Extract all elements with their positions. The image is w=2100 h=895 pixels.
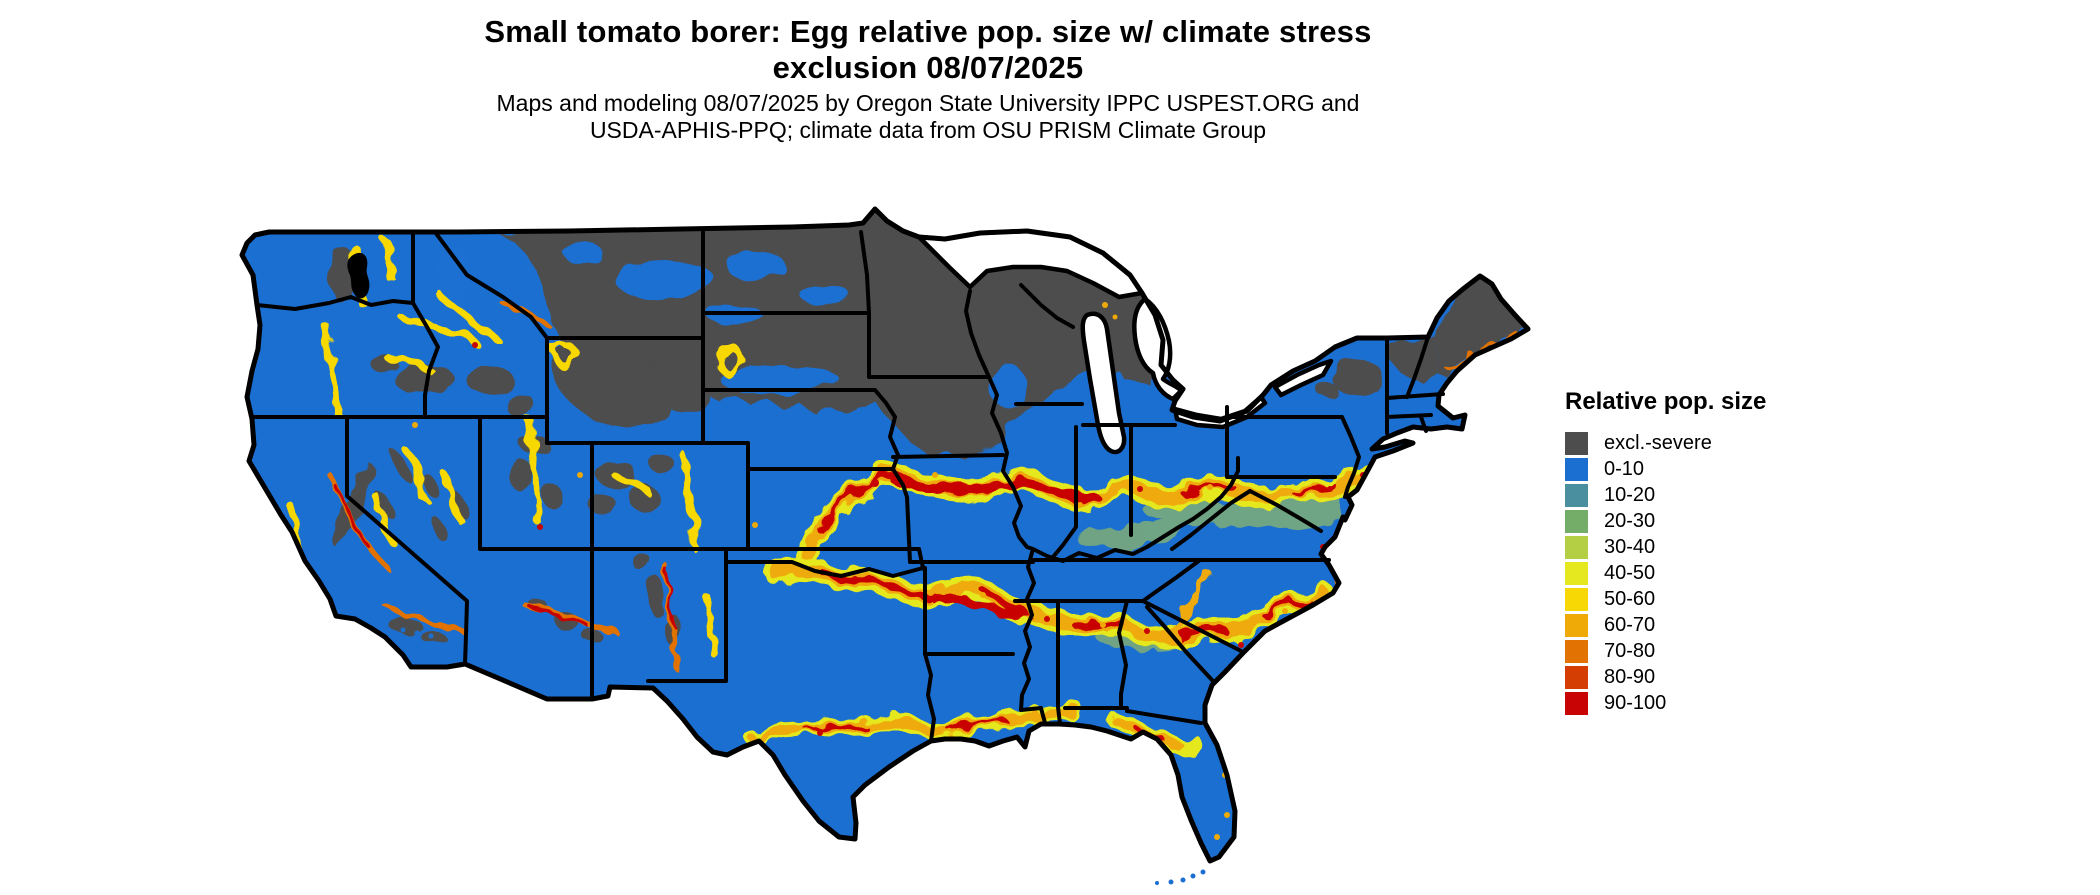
title-line-2: exclusion 08/07/2025 [772,50,1084,85]
legend-row: 40-50 [1565,560,1766,586]
legend-row: 80-90 [1565,664,1766,690]
legend-swatch [1565,613,1588,637]
legend-swatch [1565,431,1588,455]
legend-swatch [1565,587,1588,611]
lake-ontario [1272,358,1334,398]
legend-row: 60-70 [1565,612,1766,638]
legend-label: 0-10 [1604,457,1645,480]
low-pop-patches [439,245,1025,407]
legend-label: 30-40 [1604,535,1656,558]
legend-label: 80-90 [1604,665,1656,688]
map-attribution: Maps and modeling 08/07/2025 by Oregon S… [0,90,1856,144]
offshore-islands [400,627,1206,885]
legend-swatch [1565,691,1588,715]
title-line-1: Small tomato borer: Egg relative pop. si… [484,14,1372,49]
lake-michigan [1080,311,1127,455]
raster-layers [242,209,1528,861]
legend-title: Relative pop. size [1565,388,1767,415]
subtitle-line-2: USDA-APHIS-PPQ; climate data from OSU PR… [589,117,1267,143]
legend-row: 20-30 [1565,508,1766,534]
legend-label: 90-100 [1604,691,1667,714]
high-pop-bands [286,236,1518,758]
legend-row: 70-80 [1565,638,1766,664]
legend-swatch [1565,639,1588,663]
legend-row: 50-60 [1565,586,1766,612]
legend-row: excl.-severe [1565,430,1766,456]
map-legend: Relative pop. size excl.-severe 0-10 10-… [1565,388,1766,716]
legend-row: 10-20 [1565,482,1766,508]
state-borders [251,230,1445,743]
legend-label: 20-30 [1604,509,1656,532]
puget-sound [347,252,370,299]
legend-swatch [1565,509,1588,533]
legend-row: 0-10 [1565,456,1766,482]
legend-swatch [1565,483,1588,507]
us-outline [239,206,1531,864]
page-title: Small tomato borer: Egg relative pop. si… [0,14,1856,86]
legend-swatch [1565,665,1588,689]
subtitle-line-1: Maps and modeling 08/07/2025 by Oregon S… [496,90,1360,116]
legend-label: 40-50 [1604,561,1656,584]
legend-label: 70-80 [1604,639,1656,662]
legend-row: 30-40 [1565,534,1766,560]
legend-label: 50-60 [1604,587,1656,610]
legend-swatch [1565,457,1588,481]
legend-label: 10-20 [1604,483,1656,506]
legend-swatch [1565,535,1588,559]
legend-label: excl.-severe [1604,431,1712,454]
legend-row: 90-100 [1565,690,1766,716]
legend-label: 60-70 [1604,613,1656,636]
legend-swatch [1565,561,1588,585]
map-svg [239,206,1531,885]
us-choropleth-map [235,175,1540,890]
